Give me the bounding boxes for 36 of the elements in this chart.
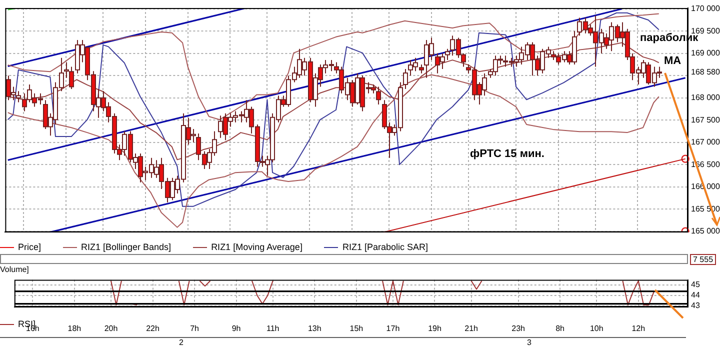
text: 3 (527, 338, 532, 347)
x-tick-label: 17h (386, 324, 400, 334)
x-tick-label: 20h (104, 324, 118, 334)
text: 2 (179, 338, 184, 347)
x-tick-label: 13h (308, 324, 322, 334)
y-tick-label: 168 000 (691, 93, 720, 102)
y-tick-label: 44 (691, 290, 700, 300)
x-tick-label: 9h (232, 324, 241, 334)
y-tick-label: 169 500 (691, 26, 720, 36)
y-tick-label: 169 000 (691, 48, 720, 58)
x-tick-label: 10h (590, 324, 604, 334)
x-tick-label: 8h (556, 324, 565, 334)
legend-label: RIZ1 [Parabolic SAR] (342, 242, 428, 252)
y-tick-label: 170 000 (691, 4, 720, 14)
annotation: фРТС 15 мин. (470, 148, 544, 160)
x-tick-label: 18h (68, 324, 82, 334)
y-tick-label: 167 000 (691, 138, 720, 147)
x-tick-label: 12h (632, 324, 646, 334)
legend-label: Price] (18, 242, 42, 252)
x-tick-label: 7h (190, 324, 199, 334)
y-tick-label: 167 500 (691, 115, 720, 124)
x-tick-label: 21h (464, 324, 478, 334)
annotation: MA (664, 55, 682, 67)
x-tick-label: 23h (512, 324, 525, 334)
text: 7 555 (690, 254, 716, 265)
y-tick-label: 165 000 (691, 226, 720, 236)
x-tick-label: 22h (146, 324, 160, 334)
text: Volume] (0, 265, 29, 274)
y-tick-label: 45 (691, 280, 700, 290)
x-tick-label: 19h (428, 324, 442, 334)
legend-label: RIZ1 [Moving Average] (211, 242, 302, 252)
y-tick-label: 43 (691, 301, 700, 310)
y-tick-label: 168 580 (691, 67, 720, 76)
x-tick-label: 15h (350, 324, 364, 334)
x-tick-label: 11h (266, 324, 280, 334)
legend-label: RIZ1 [Bollinger Bands] (81, 242, 172, 252)
